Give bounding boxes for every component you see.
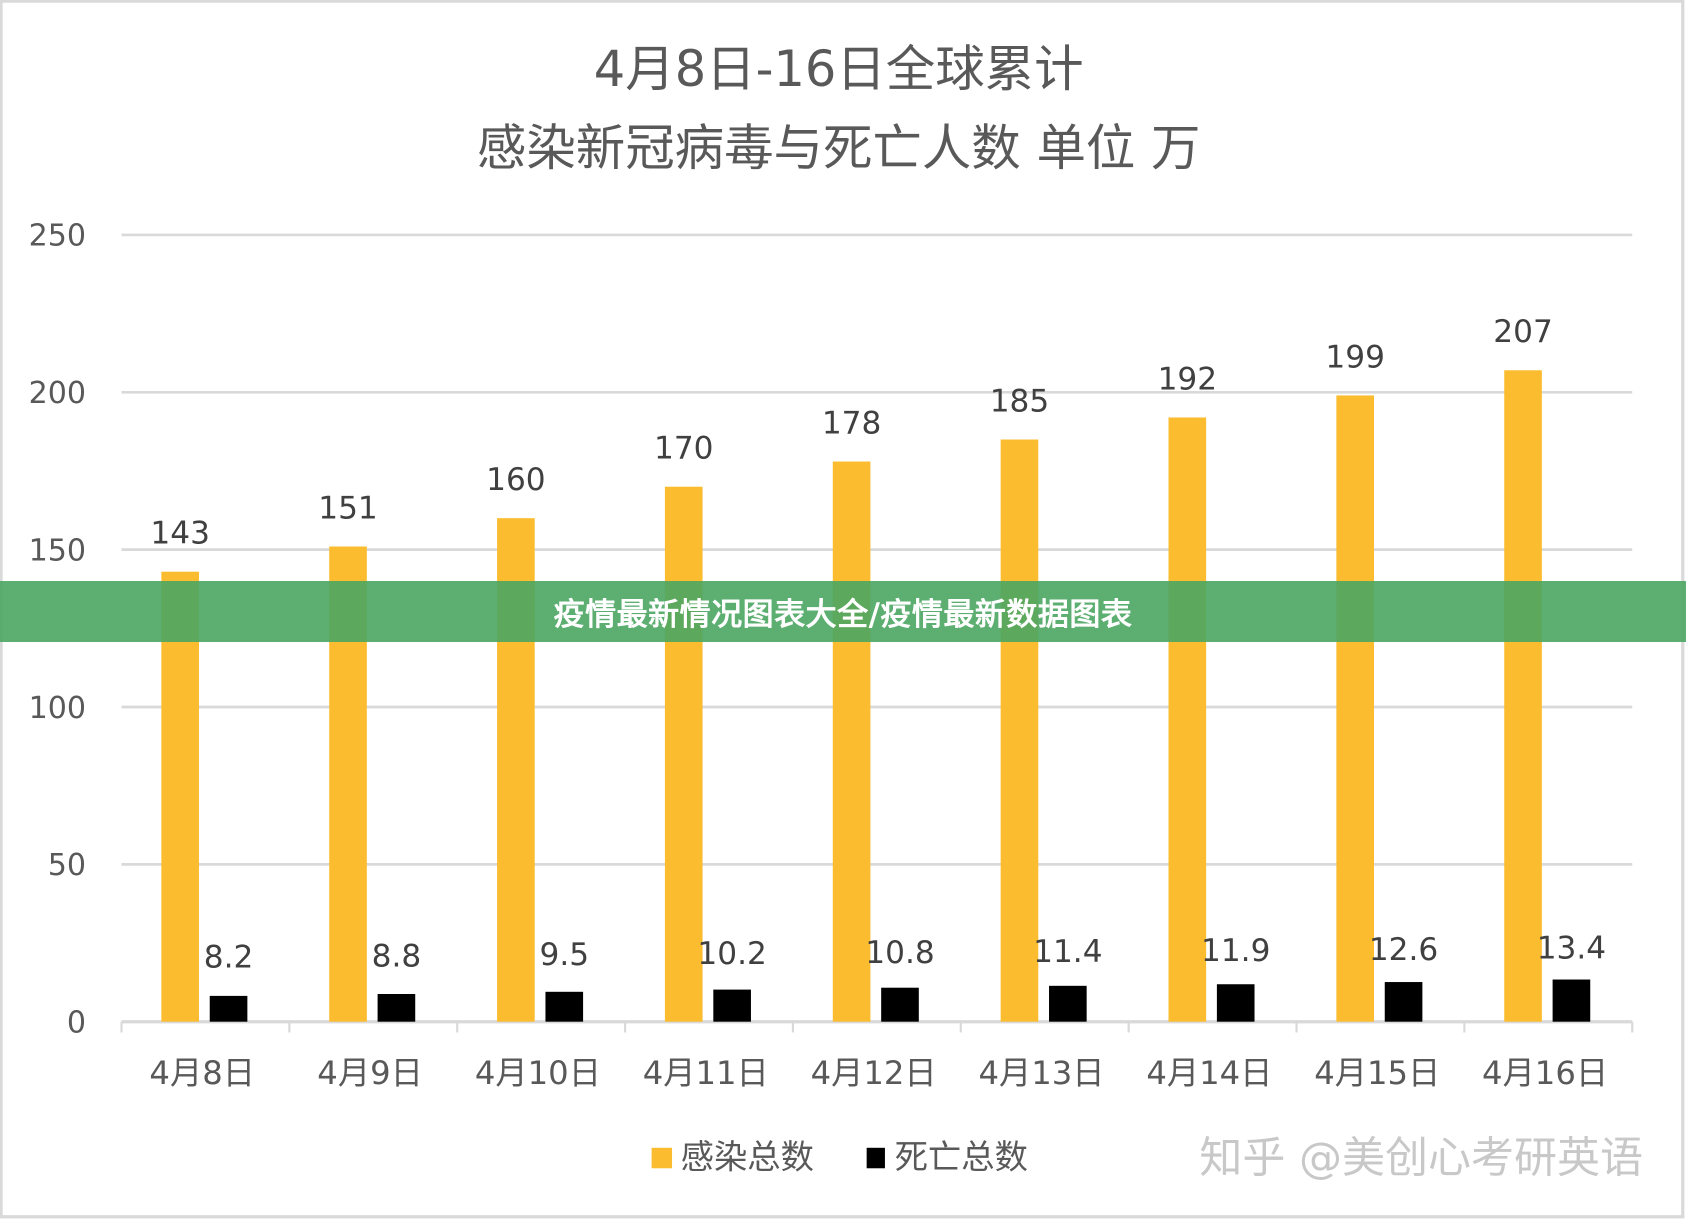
- x-tick-label: 4月10日: [475, 1054, 601, 1092]
- x-tick-label: 4月16日: [1482, 1054, 1608, 1092]
- y-tick-label: 200: [29, 376, 86, 411]
- bar-deaths: [1384, 982, 1423, 1022]
- chart-title-line-1: 4月8日-16日全球累计: [594, 40, 1084, 98]
- data-label-deaths: 11.4: [1033, 934, 1102, 970]
- data-label-deaths: 13.4: [1537, 930, 1606, 966]
- bar-deaths: [1049, 985, 1087, 1022]
- x-tick-label: 4月13日: [978, 1054, 1104, 1092]
- bar-deaths: [881, 987, 919, 1022]
- x-tick-label: 4月15日: [1314, 1054, 1440, 1092]
- chart-title-line-2: 感染新冠病毒与死亡人数 单位 万: [477, 119, 1201, 177]
- bar-deaths: [545, 991, 584, 1022]
- data-label-deaths: 11.9: [1201, 933, 1270, 969]
- bar-infections: [1168, 417, 1207, 1022]
- x-tick-label: 4月11日: [643, 1054, 769, 1092]
- bar-infections: [1336, 395, 1374, 1022]
- x-tick-label: 4月8日: [149, 1054, 255, 1092]
- data-label-infections: 185: [990, 383, 1049, 419]
- bar-infections: [1504, 370, 1542, 1022]
- data-label-deaths: 8.8: [372, 938, 422, 974]
- data-label-infections: 143: [150, 516, 209, 552]
- data-label-infections: 207: [1493, 314, 1552, 350]
- bar-deaths: [377, 994, 416, 1022]
- data-label-infections: 160: [486, 462, 545, 498]
- watermark: 知乎 @美创心考研英语: [1199, 1134, 1643, 1184]
- bar-deaths: [209, 995, 248, 1022]
- y-tick-label: 50: [48, 848, 86, 883]
- data-label-deaths: 10.2: [697, 936, 766, 972]
- data-label-infections: 170: [654, 431, 713, 467]
- y-tick-label: 250: [29, 219, 86, 254]
- bar-infections: [664, 486, 703, 1022]
- data-label-deaths: 12.6: [1369, 932, 1438, 968]
- x-tick-label: 4月9日: [317, 1054, 423, 1092]
- bar-deaths: [713, 989, 751, 1022]
- data-label-infections: 199: [1325, 339, 1384, 375]
- legend-label-deaths: 死亡总数: [895, 1137, 1028, 1176]
- banner-text: 疫情最新情况图表大全/疫情最新数据图表: [553, 597, 1133, 633]
- data-label-deaths: 10.8: [865, 935, 934, 971]
- data-label-deaths: 9.5: [539, 937, 589, 973]
- y-tick-label: 100: [29, 691, 86, 726]
- bar-infections: [161, 571, 199, 1022]
- legend-swatch-deaths: [866, 1147, 885, 1169]
- bar-infections: [832, 461, 871, 1022]
- bar-deaths: [1216, 984, 1255, 1022]
- bar-infections: [1000, 439, 1039, 1022]
- x-tick-label: 4月12日: [811, 1054, 937, 1092]
- data-label-infections: 178: [822, 405, 881, 441]
- legend-label-infections: 感染总数: [681, 1137, 814, 1176]
- data-label-infections: 192: [1158, 361, 1217, 397]
- x-tick-label: 4月14日: [1146, 1054, 1272, 1092]
- y-tick-label: 0: [67, 1005, 86, 1040]
- title-banner: 疫情最新情况图表大全/疫情最新数据图表: [0, 581, 1686, 642]
- bar-deaths: [1552, 979, 1591, 1022]
- y-tick-label: 150: [29, 533, 86, 568]
- data-label-infections: 151: [318, 490, 377, 526]
- data-label-deaths: 8.2: [204, 939, 254, 975]
- legend: 感染总数 死亡总数: [651, 1137, 1028, 1176]
- legend-swatch-infections: [651, 1147, 673, 1169]
